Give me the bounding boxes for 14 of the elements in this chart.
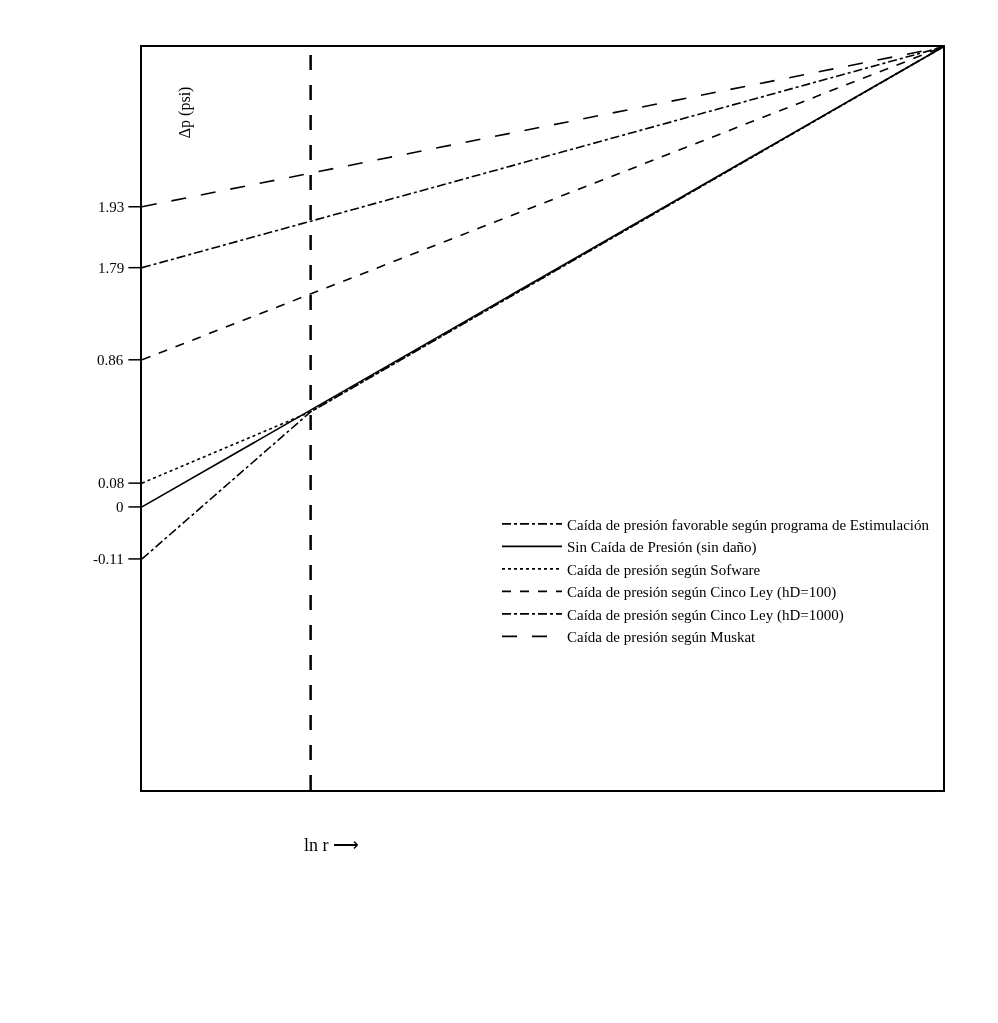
legend-label: Caída de presión según Sofware bbox=[566, 561, 761, 578]
legend-label: Caída de presión según Cinco Ley (hD=100) bbox=[566, 584, 837, 602]
legend-label: Caída de presión favorable según programa de Estimulación bbox=[566, 516, 930, 533]
text: 1.93 bbox=[98, 199, 125, 215]
y-axis-title: Δp (psi) bbox=[175, 86, 194, 139]
text: 0.86 bbox=[97, 352, 124, 368]
text: 0 bbox=[116, 499, 124, 515]
legend-label: Caída de presión según Muskat bbox=[566, 629, 757, 646]
text: 1.79 bbox=[98, 260, 125, 276]
legend-label: Sin Caída de Presión (sin daño) bbox=[566, 539, 757, 557]
legend-label: Caída de presión según Cinco Ley (hD=1000) bbox=[566, 606, 844, 624]
x-axis-title: ln r ⟶ bbox=[304, 835, 359, 855]
text: 0.08 bbox=[98, 475, 125, 491]
text: -0.11 bbox=[93, 551, 124, 567]
